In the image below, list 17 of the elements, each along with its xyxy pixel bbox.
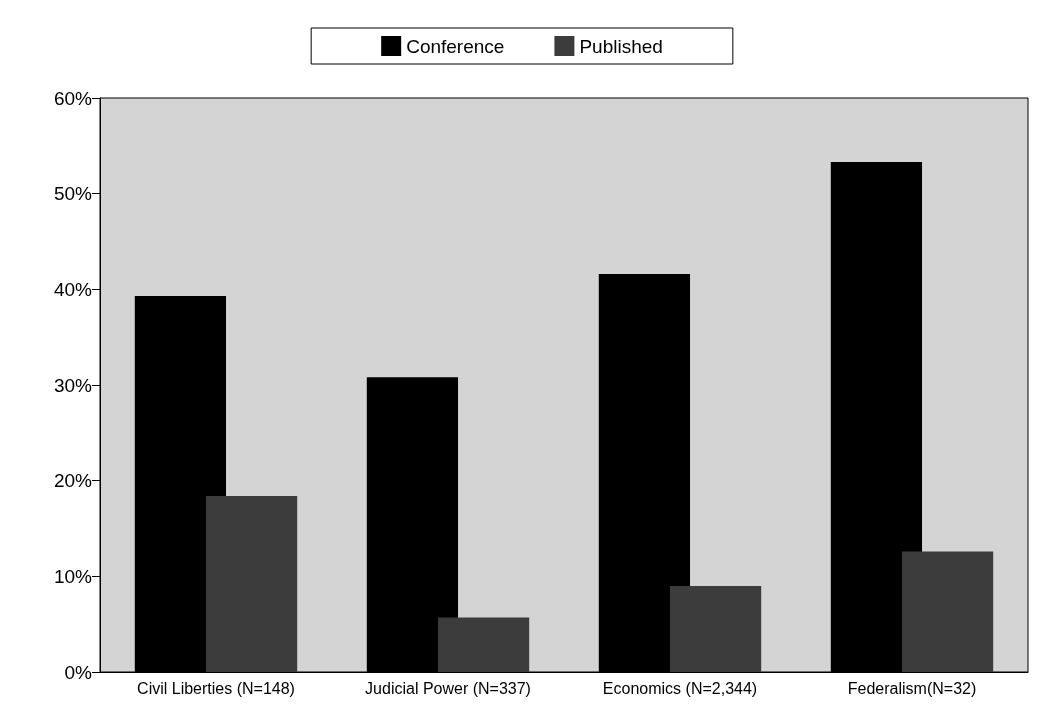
y-tick-label: 0% <box>64 661 93 683</box>
bar <box>901 551 994 672</box>
y-tick-label: 50% <box>53 183 93 205</box>
x-tick-label: Economics (N=2,344) <box>602 679 758 697</box>
y-tick-label: 40% <box>53 278 93 300</box>
bar <box>437 617 530 672</box>
y-tick-label: 60% <box>53 87 93 109</box>
y-tick-label: 10% <box>53 565 93 587</box>
y-tick-label: 30% <box>53 374 93 396</box>
x-tick-label: Federalism(N=32) <box>847 679 977 697</box>
y-tick-label: 20% <box>53 470 93 492</box>
bar <box>205 495 298 672</box>
bar <box>669 585 762 672</box>
x-tick-label: Civil Liberties (N=148) <box>137 679 295 697</box>
legend-label: Conference <box>406 35 505 57</box>
legend-label: Published <box>579 35 663 57</box>
x-tick-label: Judicial Power (N=337) <box>365 679 531 697</box>
